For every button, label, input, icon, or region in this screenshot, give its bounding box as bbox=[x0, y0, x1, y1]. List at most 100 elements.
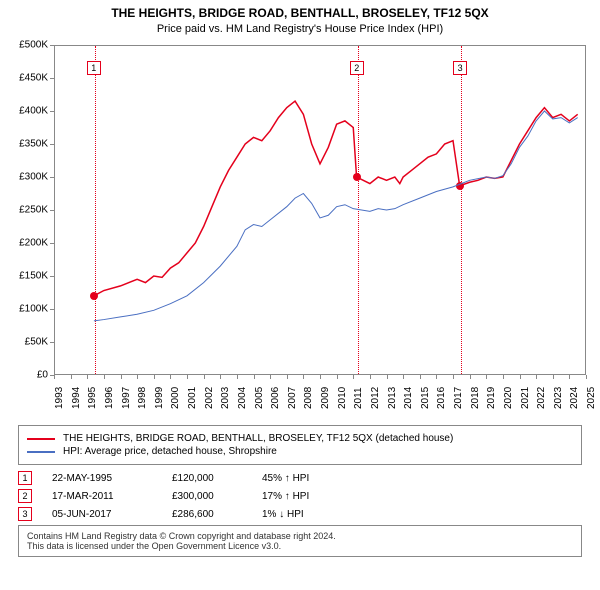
sale-point bbox=[90, 292, 98, 300]
x-tick-label: 2021 bbox=[520, 387, 531, 409]
x-tick-label: 2024 bbox=[569, 387, 580, 409]
sale-marker-line bbox=[461, 46, 462, 374]
sales-row: 217-MAR-2011£300,00017% ↑ HPI bbox=[18, 489, 582, 503]
y-tick bbox=[50, 309, 54, 310]
y-tick-label: £350K bbox=[8, 139, 48, 150]
y-tick-label: £200K bbox=[8, 238, 48, 249]
x-tick-label: 2001 bbox=[187, 387, 198, 409]
sales-pct: 17% ↑ HPI bbox=[262, 491, 342, 502]
x-tick-label: 2017 bbox=[453, 387, 464, 409]
x-tick bbox=[187, 375, 188, 379]
legend-label: HPI: Average price, detached house, Shro… bbox=[63, 446, 277, 457]
x-tick bbox=[337, 375, 338, 379]
y-tick bbox=[50, 342, 54, 343]
legend-row: HPI: Average price, detached house, Shro… bbox=[27, 446, 573, 457]
x-tick-label: 1994 bbox=[71, 387, 82, 409]
x-tick bbox=[536, 375, 537, 379]
x-tick-label: 2025 bbox=[586, 387, 597, 409]
y-tick-label: £150K bbox=[8, 271, 48, 282]
plot-area bbox=[54, 45, 586, 375]
x-tick-label: 1998 bbox=[137, 387, 148, 409]
x-tick-label: 2023 bbox=[553, 387, 564, 409]
x-tick-label: 2019 bbox=[486, 387, 497, 409]
y-tick-label: £500K bbox=[8, 40, 48, 51]
y-tick-label: £400K bbox=[8, 106, 48, 117]
y-tick bbox=[50, 111, 54, 112]
x-tick-label: 2014 bbox=[403, 387, 414, 409]
y-tick-label: £450K bbox=[8, 73, 48, 84]
sale-point bbox=[353, 173, 361, 181]
x-tick bbox=[71, 375, 72, 379]
y-tick-label: £250K bbox=[8, 205, 48, 216]
y-tick bbox=[50, 78, 54, 79]
x-tick-label: 2022 bbox=[536, 387, 547, 409]
x-tick bbox=[54, 375, 55, 379]
legend-swatch bbox=[27, 451, 55, 453]
legend: THE HEIGHTS, BRIDGE ROAD, BENTHALL, BROS… bbox=[18, 425, 582, 465]
chart-title: THE HEIGHTS, BRIDGE ROAD, BENTHALL, BROS… bbox=[0, 0, 600, 20]
x-tick bbox=[87, 375, 88, 379]
y-tick bbox=[50, 177, 54, 178]
x-tick bbox=[204, 375, 205, 379]
sale-marker-line bbox=[95, 46, 96, 374]
x-tick bbox=[137, 375, 138, 379]
sale-marker-box: 1 bbox=[87, 61, 101, 75]
sale-point bbox=[456, 182, 464, 190]
chart-area: £0 £50K £100K £150K £200K £250K £300K £350K £400… bbox=[6, 39, 594, 419]
y-tick-label: £50K bbox=[8, 337, 48, 348]
x-tick bbox=[387, 375, 388, 379]
x-tick bbox=[320, 375, 321, 379]
sales-price: £286,600 bbox=[172, 509, 262, 520]
y-tick bbox=[50, 276, 54, 277]
sales-price: £120,000 bbox=[172, 473, 262, 484]
y-tick bbox=[50, 45, 54, 46]
x-tick-label: 1995 bbox=[87, 387, 98, 409]
x-tick bbox=[370, 375, 371, 379]
sales-pct: 1% ↓ HPI bbox=[262, 509, 342, 520]
x-tick-label: 2018 bbox=[470, 387, 481, 409]
sale-marker-box: 2 bbox=[350, 61, 364, 75]
sales-row: 305-JUN-2017£286,6001% ↓ HPI bbox=[18, 507, 582, 521]
sales-marker: 3 bbox=[18, 507, 32, 521]
x-tick bbox=[270, 375, 271, 379]
sales-marker: 1 bbox=[18, 471, 32, 485]
x-tick-label: 2006 bbox=[270, 387, 281, 409]
x-tick bbox=[503, 375, 504, 379]
x-tick bbox=[470, 375, 471, 379]
x-tick-label: 1993 bbox=[54, 387, 65, 409]
x-tick bbox=[403, 375, 404, 379]
sales-row: 1 22-MAY-1995£120,00045% ↑ HPI bbox=[18, 471, 582, 485]
legend-row: THE HEIGHTS, BRIDGE ROAD, BENTHALL, BROS… bbox=[27, 433, 573, 444]
x-tick bbox=[220, 375, 221, 379]
x-tick bbox=[553, 375, 554, 379]
sales-table: 1 22-MAY-1995£120,00045% ↑ HPI 217-MAR-201… bbox=[18, 471, 582, 521]
x-tick-label: 2015 bbox=[420, 387, 431, 409]
x-tick bbox=[436, 375, 437, 379]
footer: Contains HM Land Registry data © Crown c… bbox=[18, 525, 582, 557]
x-tick-label: 2007 bbox=[287, 387, 298, 409]
x-tick bbox=[353, 375, 354, 379]
x-tick-label: 1996 bbox=[104, 387, 115, 409]
x-tick-label: 2000 bbox=[170, 387, 181, 409]
y-tick bbox=[50, 144, 54, 145]
x-tick bbox=[254, 375, 255, 379]
x-tick bbox=[237, 375, 238, 379]
sales-pct: 45% ↑ HPI bbox=[262, 473, 342, 484]
footer-line-2: This data is licensed under the Open Gov… bbox=[27, 541, 573, 551]
x-tick-label: 2004 bbox=[237, 387, 248, 409]
x-tick-label: 2012 bbox=[370, 387, 381, 409]
x-tick bbox=[453, 375, 454, 379]
sale-marker-box: 3 bbox=[453, 61, 467, 75]
y-tick-label: £100K bbox=[8, 304, 48, 315]
x-tick bbox=[104, 375, 105, 379]
y-tick bbox=[50, 243, 54, 244]
x-tick bbox=[170, 375, 171, 379]
footer-line-1: Contains HM Land Registry data © Crown c… bbox=[27, 531, 573, 541]
x-tick bbox=[486, 375, 487, 379]
x-tick-label: 2008 bbox=[303, 387, 314, 409]
y-tick-label: £300K bbox=[8, 172, 48, 183]
sales-date: 22-MAY-1995 bbox=[52, 473, 172, 484]
chart-subtitle: Price paid vs. HM Land Registry's House … bbox=[0, 20, 600, 39]
x-tick-label: 2010 bbox=[337, 387, 348, 409]
y-tick-label: £0 bbox=[8, 370, 48, 381]
